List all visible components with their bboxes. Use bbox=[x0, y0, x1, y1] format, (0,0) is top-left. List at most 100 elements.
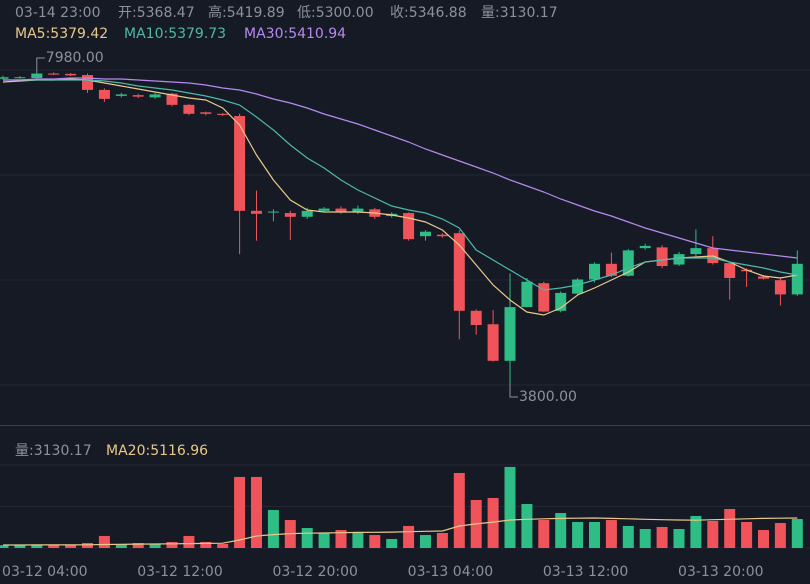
volume-bar bbox=[504, 466, 516, 548]
volume-bar bbox=[369, 535, 381, 548]
x-tick-label: 03-13 04:00 bbox=[408, 564, 493, 580]
volume-bar bbox=[48, 545, 60, 548]
candle-body bbox=[420, 231, 431, 237]
candle-body bbox=[436, 234, 448, 237]
candle-body bbox=[791, 263, 803, 295]
volume-bar bbox=[656, 526, 668, 548]
volume-bar bbox=[301, 527, 313, 548]
candle-body bbox=[14, 77, 26, 79]
candle-body bbox=[352, 208, 364, 212]
volume-bar bbox=[149, 544, 161, 548]
volume-bar bbox=[589, 521, 600, 548]
candle-body bbox=[403, 213, 415, 240]
candle-body bbox=[690, 248, 702, 255]
candle-body bbox=[251, 210, 262, 214]
volume-bar bbox=[436, 532, 448, 548]
volume-bar bbox=[403, 525, 415, 548]
candle-body bbox=[31, 73, 43, 78]
candle-body bbox=[622, 250, 634, 276]
annotation-line bbox=[509, 383, 518, 398]
volume-bar bbox=[251, 476, 262, 548]
volume-bar bbox=[707, 520, 719, 548]
volume-bar bbox=[132, 542, 144, 548]
candle-body bbox=[335, 208, 347, 212]
volume-bar bbox=[521, 503, 533, 548]
volume-bar bbox=[453, 472, 465, 548]
candle-body bbox=[555, 292, 567, 311]
header-high: 高:5419.89 bbox=[208, 4, 285, 21]
candle-body bbox=[166, 93, 178, 105]
candle-body bbox=[453, 233, 465, 311]
ma-line bbox=[3, 517, 798, 546]
candle-body bbox=[572, 279, 584, 294]
volume-bar bbox=[217, 544, 229, 548]
header-open: 开:5368.47 bbox=[118, 5, 195, 21]
volume-bar bbox=[690, 515, 702, 548]
candle-body bbox=[82, 75, 93, 90]
header-close: 收:5346.88 bbox=[390, 5, 467, 21]
x-tick-label: 03-13 20:00 bbox=[678, 564, 763, 580]
volume-bar bbox=[572, 521, 584, 548]
volume-bar bbox=[555, 512, 567, 548]
candle-body bbox=[504, 307, 516, 361]
candle-body bbox=[48, 73, 60, 75]
volume-bar bbox=[791, 519, 803, 548]
candle-body bbox=[774, 280, 786, 295]
legend-entry: MA20:5116.96 bbox=[106, 443, 208, 459]
candle-body bbox=[65, 73, 77, 76]
ma-line bbox=[3, 79, 798, 291]
ma-line bbox=[3, 77, 798, 259]
volume-bar bbox=[639, 529, 651, 548]
candle-body bbox=[132, 95, 144, 97]
volume-bar bbox=[335, 530, 347, 548]
volume-bar bbox=[724, 509, 736, 548]
legend-entry: MA5:5379.42 bbox=[15, 26, 108, 42]
annotation-label: 3800.00 bbox=[519, 389, 577, 405]
candle-body bbox=[217, 113, 229, 115]
candle-body bbox=[318, 208, 330, 211]
candle-body bbox=[234, 116, 246, 211]
candle-body bbox=[673, 254, 685, 265]
candle-body bbox=[487, 324, 499, 361]
candle-body bbox=[183, 104, 195, 114]
volume-bar bbox=[267, 510, 279, 548]
candle-body bbox=[98, 89, 110, 99]
candle-body bbox=[301, 210, 313, 217]
volume-bar bbox=[774, 522, 786, 548]
annotation-line bbox=[36, 57, 45, 73]
candle-body bbox=[267, 211, 279, 213]
volume-bar bbox=[82, 542, 93, 548]
candle-body bbox=[200, 112, 212, 114]
candle-body bbox=[470, 310, 482, 325]
candle-body bbox=[589, 263, 600, 280]
legend-entry: MA30:5410.94 bbox=[244, 26, 346, 42]
candle-body bbox=[284, 213, 296, 217]
candle-body bbox=[538, 283, 550, 312]
candle-body bbox=[724, 263, 736, 278]
volume-title: 量:3130.17 bbox=[15, 443, 92, 459]
candle-body bbox=[656, 247, 668, 267]
volume-bar bbox=[605, 520, 617, 548]
volume-bar bbox=[622, 525, 634, 548]
header-time: 03-14 23:00 bbox=[15, 5, 100, 21]
candle-body bbox=[115, 94, 127, 96]
volume-bar bbox=[14, 545, 26, 548]
candle-body bbox=[0, 77, 9, 79]
header-volume: 量:3130.17 bbox=[481, 5, 558, 21]
volume-bar bbox=[758, 530, 769, 548]
candle-body bbox=[521, 281, 533, 308]
volume-bar bbox=[200, 541, 212, 548]
volume-bar bbox=[386, 539, 398, 548]
candle-body bbox=[758, 276, 769, 279]
x-tick-label: 03-13 12:00 bbox=[543, 564, 628, 580]
volume-bar bbox=[31, 545, 43, 548]
volume-bar bbox=[65, 545, 77, 548]
volume-bar bbox=[0, 545, 9, 548]
candle-body bbox=[605, 263, 617, 276]
annotation-label: 7980.00 bbox=[46, 50, 104, 66]
x-tick-label: 03-12 20:00 bbox=[272, 564, 357, 580]
candle-body bbox=[639, 245, 651, 249]
volume-bar bbox=[538, 520, 550, 548]
volume-bar bbox=[98, 535, 110, 548]
